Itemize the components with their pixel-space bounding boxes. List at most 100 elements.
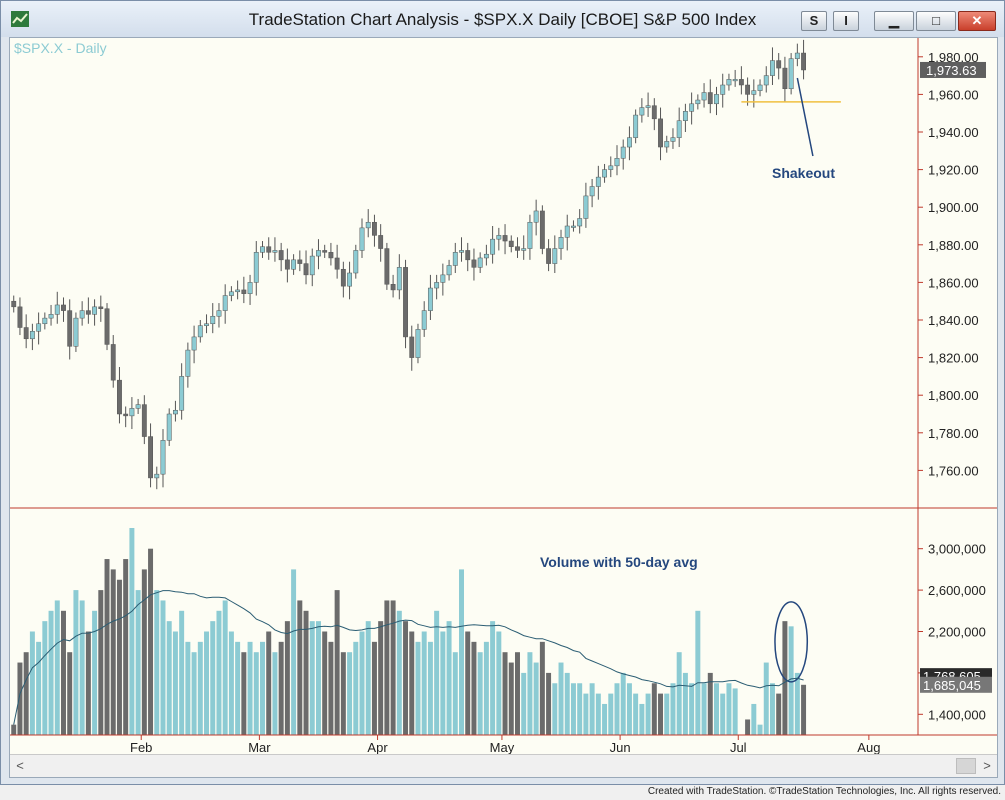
price-candle (98, 295, 104, 322)
volume-bar (172, 631, 178, 735)
volume-bar (707, 672, 713, 735)
price-candle (459, 237, 464, 262)
volume-bar (620, 672, 626, 735)
price-candle (396, 254, 402, 300)
volume-bar (315, 621, 321, 735)
price-candle (782, 56, 788, 102)
price-candle (353, 244, 359, 279)
volume-bar (421, 631, 427, 735)
volume-50day-average-line (13, 590, 804, 725)
volume-bar (471, 641, 477, 735)
price-candle (639, 98, 645, 123)
volume-bar (676, 652, 682, 735)
price-tick-label: 1,860.00 (928, 275, 979, 290)
interval-link-i-button[interactable]: I (833, 11, 859, 31)
price-candle (409, 325, 415, 371)
volume-bar (359, 631, 365, 735)
horizontal-scrollbar[interactable]: < > (10, 754, 997, 777)
volume-bar (415, 641, 421, 735)
volume-bar (558, 662, 564, 735)
volume-bar (73, 590, 79, 735)
volume-bar (446, 621, 452, 735)
price-candle (340, 261, 346, 298)
price-tick-label: 1,980.00 (928, 50, 979, 65)
volume-bar (527, 652, 533, 735)
footer-copyright: Created with TradeStation. ©TradeStation… (647, 786, 1001, 797)
volume-bar (720, 693, 726, 735)
date-tick-label: Apr (367, 740, 388, 754)
minimize-button[interactable]: ▁ (874, 11, 914, 31)
volume-bar (154, 590, 160, 735)
volume-bar (29, 631, 35, 735)
price-candle (552, 235, 558, 273)
volume-bar (689, 683, 695, 735)
price-candle (589, 179, 595, 208)
volume-bar (334, 590, 340, 735)
scroll-right-icon[interactable]: > (983, 758, 991, 773)
symbol-link-s-button[interactable]: S (801, 11, 827, 31)
price-candle (67, 299, 73, 360)
volume-bar (191, 652, 197, 735)
scroll-thumb[interactable] (956, 758, 976, 774)
price-candle (378, 224, 384, 262)
price-candle (682, 103, 688, 132)
volume-bar (409, 631, 415, 735)
volume-bar (166, 621, 172, 735)
volume-bar (589, 683, 595, 735)
title-bar[interactable]: TradeStation Chart Analysis - $SPX.X Dai… (1, 1, 1004, 37)
price-candle (452, 242, 458, 273)
shakeout-annotation: Shakeout (772, 165, 835, 181)
price-tick-label: 1,880.00 (928, 238, 979, 253)
price-candle (328, 242, 334, 266)
volume-bar (67, 652, 73, 735)
volume-bar (185, 641, 191, 735)
price-candle (620, 139, 626, 170)
price-candle (210, 303, 216, 334)
price-candle (79, 301, 85, 326)
volume-bar (222, 600, 228, 735)
price-candle (794, 43, 800, 67)
last-price-box (920, 61, 986, 78)
volume-bar (148, 548, 154, 735)
volume-bar (297, 600, 303, 735)
price-candle (253, 241, 259, 296)
price-tick-label: 1,760.00 (928, 463, 979, 478)
price-candle (776, 53, 782, 80)
price-candle (645, 92, 651, 117)
volume-bar (197, 641, 203, 735)
volume-bar (769, 683, 775, 735)
price-candle (334, 244, 340, 279)
volume-bar (539, 641, 545, 735)
price-tick-label: 1,840.00 (928, 313, 979, 328)
price-candle (788, 53, 794, 95)
scroll-left-icon[interactable]: < (16, 758, 24, 773)
price-tick-label: 1,780.00 (928, 426, 979, 441)
price-candle (701, 83, 707, 108)
volume-bar (98, 590, 104, 735)
price-candle (228, 286, 234, 302)
volume-bar (794, 672, 800, 735)
price-candle (141, 395, 147, 445)
close-button[interactable]: ✕ (958, 11, 996, 31)
price-candle (154, 466, 160, 490)
price-candle (751, 79, 757, 108)
maximize-button[interactable]: □ (916, 11, 956, 31)
volume-bar (116, 579, 122, 735)
volume-bar (514, 652, 520, 735)
volume-bar (160, 600, 166, 735)
chart-canvas[interactable]: 1,980.00 1,960.00 1,940.00 1,920.00 1,900.00… (10, 38, 997, 754)
volume-bar (570, 683, 576, 735)
chart-client-area[interactable]: 1,980.00 1,960.00 1,940.00 1,920.00 1,900.00… (9, 37, 998, 778)
volume-bar (502, 652, 508, 735)
price-candle (359, 218, 365, 258)
volume-bar (384, 600, 390, 735)
price-candle (577, 209, 583, 234)
volume-bar (459, 569, 464, 735)
price-candle (61, 297, 66, 322)
price-candle (477, 252, 483, 273)
volume-bar (788, 626, 794, 735)
volume-bar (23, 652, 29, 735)
price-candle (191, 325, 197, 364)
price-candle (148, 423, 153, 488)
price-candle (726, 73, 732, 91)
